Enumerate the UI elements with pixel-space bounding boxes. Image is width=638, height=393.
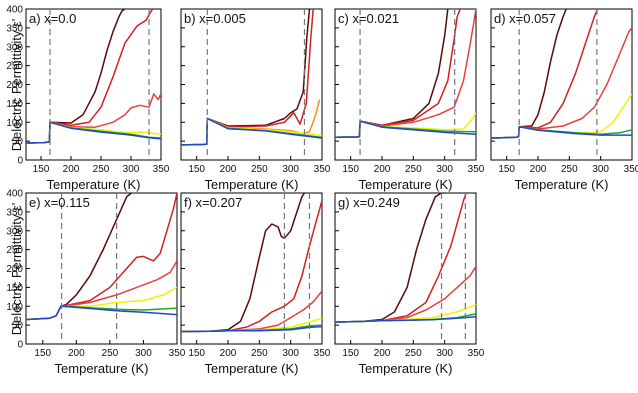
- x-tick-label: 200: [68, 348, 85, 359]
- series-line-6: [26, 305, 177, 321]
- x-axis-label: Temperature (K): [47, 177, 141, 192]
- panel-frame: [25, 192, 178, 345]
- series-line-6: [335, 316, 476, 323]
- y-tick-label: 150: [6, 283, 23, 294]
- x-axis-label: Temperature (K): [359, 361, 453, 376]
- y-tick-label: 0: [17, 340, 23, 351]
- y-tick-label: 300: [6, 226, 23, 237]
- series-line-6: [335, 120, 476, 139]
- y-tick-label: 400: [6, 5, 23, 16]
- x-axis-label: Temperature (K): [205, 361, 299, 376]
- panel-2: 150 200 250 300 350 Temperature (K) b) x=0.005: [180, 8, 331, 192]
- panel-6: 150 200 250 300 350 Temperature (K) f) x=0.207: [180, 192, 331, 376]
- x-tick-label: 150: [188, 348, 205, 359]
- x-tick-label: 200: [374, 164, 391, 175]
- x-axis-label: Temperature (K): [55, 361, 149, 376]
- x-tick-label: 200: [63, 164, 80, 175]
- panel-series-group: [26, 9, 161, 160]
- series-line-6: [26, 121, 161, 144]
- panel-label: a) x=0.0: [29, 11, 76, 26]
- panel-label: e) x=0.115: [29, 195, 90, 210]
- x-tick-label: 300: [135, 348, 152, 359]
- panel-series-group: [26, 193, 177, 344]
- x-tick-label: 300: [436, 348, 453, 359]
- x-tick-label: 200: [220, 164, 237, 175]
- series-line-6: [181, 117, 322, 146]
- x-tick-label: 350: [314, 348, 331, 359]
- x-tick-label: 350: [314, 164, 331, 175]
- x-tick-label: 150: [33, 164, 50, 175]
- x-tick-label: 150: [342, 164, 359, 175]
- panel-series-group: [491, 9, 632, 160]
- x-tick-label: 350: [468, 164, 485, 175]
- y-tick-label: 100: [6, 118, 23, 129]
- panel-label: b) x=0.005: [184, 11, 246, 26]
- panel-5: 150 200 250 300 350 Temperature (K) 0 50 100 150 2…: [6, 189, 185, 377]
- x-tick-label: 300: [592, 164, 609, 175]
- y-tick-label: 50: [12, 321, 24, 332]
- y-tick-label: 50: [12, 137, 24, 148]
- panel-3: 150 200 250 300 350 Temperature (K) c) x=0.021: [334, 8, 485, 192]
- y-tick-label: 200: [6, 80, 23, 91]
- panel-label: g) x=0.249: [338, 195, 400, 210]
- panel-frame: [180, 8, 323, 161]
- x-tick-label: 350: [624, 164, 638, 175]
- x-tick-label: 350: [153, 164, 170, 175]
- x-tick-label: 250: [561, 164, 578, 175]
- panel-label: f) x=0.207: [184, 195, 242, 210]
- x-tick-label: 150: [34, 348, 51, 359]
- x-tick-label: 250: [405, 348, 422, 359]
- x-axis-label: Temperature (K): [515, 177, 609, 192]
- x-tick-label: 200: [530, 164, 547, 175]
- x-tick-label: 350: [468, 348, 485, 359]
- x-tick-label: 150: [498, 164, 515, 175]
- y-tick-label: 200: [6, 264, 23, 275]
- x-tick-label: 350: [169, 348, 186, 359]
- x-tick-label: 300: [436, 164, 453, 175]
- x-axis-label: Temperature (K): [359, 177, 453, 192]
- x-tick-label: 250: [102, 348, 119, 359]
- y-tick-label: 100: [6, 302, 23, 313]
- y-tick-label: 250: [6, 61, 23, 72]
- y-tick-label: 400: [6, 189, 23, 200]
- x-tick-label: 250: [251, 348, 268, 359]
- y-tick-label: 0: [17, 156, 23, 167]
- panel-series-group: [335, 9, 476, 160]
- y-tick-label: 150: [6, 99, 23, 110]
- y-tick-label: 250: [6, 245, 23, 256]
- x-tick-label: 300: [282, 348, 299, 359]
- x-tick-label: 250: [93, 164, 110, 175]
- x-tick-label: 200: [220, 348, 237, 359]
- figure-ylabel-bottom: Dielectric Permittivity ε': [9, 203, 24, 336]
- panel-label: c) x=0.021: [338, 11, 399, 26]
- x-tick-label: 150: [188, 164, 205, 175]
- y-tick-label: 350: [6, 207, 23, 218]
- panel-frame: [180, 192, 323, 345]
- figure-ylabel-top: Dielectric Permittivity ε': [9, 19, 24, 152]
- x-tick-label: 250: [405, 164, 422, 175]
- panel-label: d) x=0.057: [494, 11, 556, 26]
- y-tick-label: 350: [6, 23, 23, 34]
- panel-series-group: [335, 193, 476, 344]
- panel-4: 150 200 250 300 350 Temperature (K) d) x=0.057: [490, 8, 638, 192]
- panel-1: 150 200 250 300 350 Temperature (K) 0 50 100 150 2…: [6, 5, 169, 193]
- panel-series-group: [181, 193, 322, 344]
- series-line-1: [181, 193, 306, 333]
- x-tick-label: 250: [251, 164, 268, 175]
- x-tick-label: 300: [282, 164, 299, 175]
- panel-frame: [25, 8, 162, 161]
- y-tick-label: 300: [6, 42, 23, 53]
- panel-7: 150 200 250 300 350 Temperature (K) g) x=0.249: [334, 192, 485, 376]
- x-tick-label: 200: [374, 348, 391, 359]
- x-tick-label: 300: [123, 164, 140, 175]
- panel-series-group: [181, 9, 322, 160]
- x-tick-label: 150: [342, 348, 359, 359]
- x-axis-label: Temperature (K): [205, 177, 299, 192]
